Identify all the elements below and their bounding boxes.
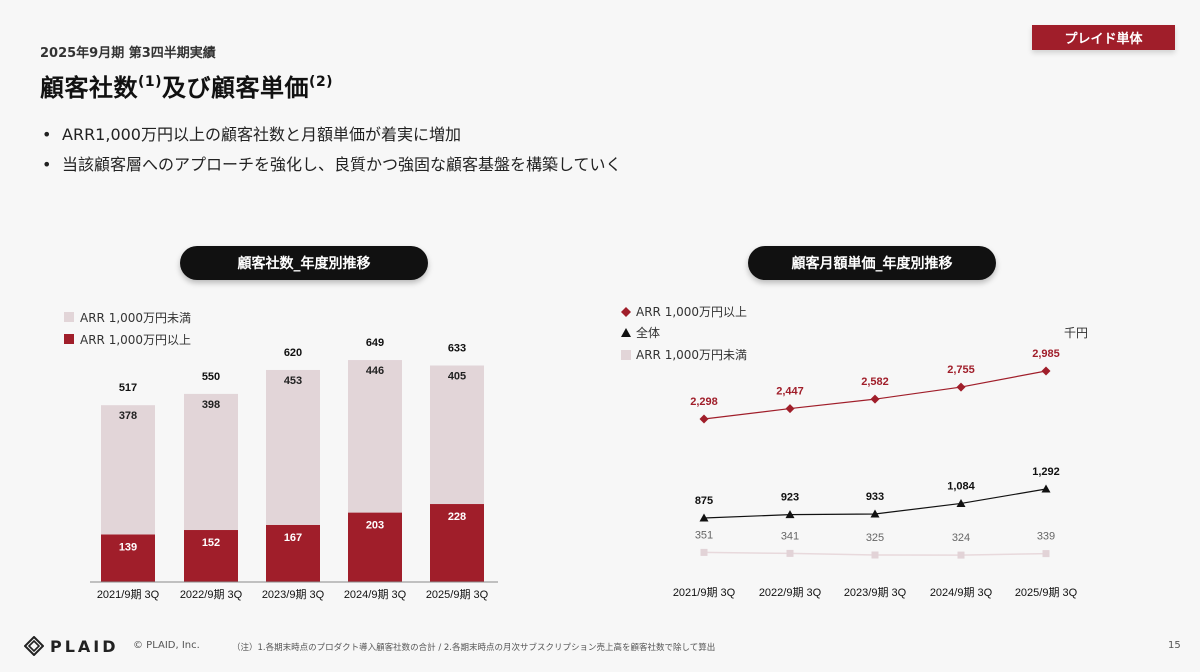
data-point bbox=[785, 404, 795, 414]
line-value-label: 2,298 bbox=[690, 396, 718, 408]
x-tick-label: 2021/9期 3Q bbox=[673, 586, 736, 599]
data-point bbox=[870, 394, 880, 404]
legend-marker-diamond bbox=[621, 307, 631, 317]
title-sup2: (2) bbox=[309, 74, 334, 90]
bar-segment-over-10m bbox=[184, 530, 238, 582]
bar-value-label: 378 bbox=[119, 410, 137, 422]
legend-label-total: 全体 bbox=[636, 325, 660, 340]
bar-segment-over-10m bbox=[101, 534, 155, 582]
unit-label: 千円 bbox=[1064, 326, 1088, 340]
line-value-label: 325 bbox=[866, 532, 884, 544]
data-point bbox=[1042, 550, 1050, 558]
data-point bbox=[956, 382, 966, 392]
bar-total-label: 620 bbox=[284, 347, 302, 359]
x-tick-label: 2023/9期 3Q bbox=[262, 588, 325, 601]
page-number: 15 bbox=[1168, 640, 1181, 651]
line-value-label: 339 bbox=[1037, 531, 1055, 543]
line-value-label: 923 bbox=[781, 492, 799, 504]
bar-segment-under-10m bbox=[101, 405, 155, 535]
data-point bbox=[956, 498, 966, 507]
bullet-list: ARR1,000万円以上の顧客社数と月額単価が着実に増加 当該顧客層へのアプロー… bbox=[42, 120, 622, 180]
data-point bbox=[699, 513, 709, 522]
bar-value-label: 453 bbox=[284, 375, 302, 387]
x-tick-label: 2022/9期 3Q bbox=[180, 588, 243, 601]
bar-segment-over-10m bbox=[348, 512, 402, 582]
bar-value-label: 446 bbox=[366, 365, 384, 377]
bar-segment-over-10m bbox=[266, 524, 320, 582]
bar-total-label: 517 bbox=[119, 382, 137, 394]
line-value-label: 2,755 bbox=[947, 364, 975, 376]
legend-label-over-10m: ARR 1,000万円以上 bbox=[636, 305, 747, 319]
line-value-label: 2,985 bbox=[1032, 348, 1060, 360]
bar-segment-under-10m bbox=[266, 369, 320, 525]
page-subtitle: 2025年9月期 第3四半期実績 bbox=[40, 46, 216, 61]
data-point bbox=[1041, 484, 1051, 493]
x-tick-label: 2022/9期 3Q bbox=[759, 586, 822, 599]
legend-label-under-10m: ARR 1,000万円未満 bbox=[636, 348, 747, 362]
bullet-item: 当該顧客層へのアプローチを強化し、良質かつ強固な顧客基盤を構築していく bbox=[42, 150, 622, 180]
bar-total-label: 633 bbox=[448, 343, 466, 355]
line-value-label: 2,447 bbox=[776, 386, 804, 398]
bar-value-label: 152 bbox=[202, 537, 220, 549]
legend-label-over-10m: ARR 1,000万円以上 bbox=[80, 333, 191, 347]
copyright: © PLAID, Inc. bbox=[133, 640, 200, 651]
data-point bbox=[786, 549, 794, 557]
x-tick-label: 2024/9期 3Q bbox=[930, 586, 993, 599]
bar-value-label: 228 bbox=[448, 511, 466, 523]
bar-total-label: 649 bbox=[366, 337, 384, 349]
footnote: （注）1.各期末時点のプロダクト導入顧客社数の合計 / 2.各期末時点の月次サブ… bbox=[232, 643, 716, 653]
legend-swatch-over-10m bbox=[64, 334, 74, 344]
legend-marker-square bbox=[621, 350, 631, 360]
bar-segment-under-10m bbox=[184, 393, 238, 531]
bar-value-label: 139 bbox=[119, 541, 137, 553]
line-value-label: 351 bbox=[695, 529, 713, 541]
legend-marker-triangle bbox=[621, 328, 631, 337]
legend-swatch-under-10m bbox=[64, 312, 74, 322]
data-point bbox=[870, 509, 880, 518]
legend-label-under-10m: ARR 1,000万円未満 bbox=[80, 311, 191, 325]
bar-value-label: 203 bbox=[366, 520, 384, 532]
line-value-label: 875 bbox=[695, 495, 713, 507]
data-point bbox=[699, 414, 709, 424]
plaid-logo-icon bbox=[24, 636, 44, 656]
plaid-logo: PLAID bbox=[24, 636, 119, 656]
bar-value-label: 405 bbox=[448, 371, 466, 383]
data-point bbox=[1041, 366, 1051, 376]
bar-total-label: 550 bbox=[202, 371, 220, 383]
line-chart-title: 顧客月額単価_年度別推移 bbox=[748, 246, 996, 280]
bar-chart-title: 顧客社数_年度別推移 bbox=[180, 246, 428, 280]
line-value-label: 933 bbox=[866, 491, 884, 503]
page-title: 顧客社数(1)及び顧客単価(2) bbox=[40, 68, 333, 103]
line-value-label: 1,292 bbox=[1032, 466, 1060, 478]
data-point bbox=[871, 551, 879, 559]
x-tick-label: 2025/9期 3Q bbox=[426, 588, 489, 601]
x-tick-label: 2025/9期 3Q bbox=[1015, 586, 1078, 599]
x-tick-label: 2023/9期 3Q bbox=[844, 586, 907, 599]
line-value-label: 341 bbox=[781, 530, 799, 542]
data-point bbox=[957, 551, 965, 559]
plaid-logo-text: PLAID bbox=[50, 636, 119, 656]
bar-value-label: 398 bbox=[202, 399, 220, 411]
title-part1: 顧客社数 bbox=[40, 74, 138, 102]
x-tick-label: 2024/9期 3Q bbox=[344, 588, 407, 601]
x-tick-label: 2021/9期 3Q bbox=[97, 588, 160, 601]
bar-segment-under-10m bbox=[348, 360, 402, 513]
line-value-label: 2,582 bbox=[861, 376, 889, 388]
line-value-label: 324 bbox=[952, 532, 970, 544]
data-point bbox=[700, 548, 708, 556]
line-value-label: 1,084 bbox=[947, 480, 975, 492]
bullet-item: ARR1,000万円以上の顧客社数と月額単価が着実に増加 bbox=[42, 120, 622, 150]
scope-badge: プレイド単体 bbox=[1032, 25, 1175, 50]
title-part2: 及び顧客単価 bbox=[162, 74, 310, 102]
bar-value-label: 167 bbox=[284, 532, 302, 544]
title-sup1: (1) bbox=[138, 74, 163, 90]
bar-segment-under-10m bbox=[430, 365, 484, 505]
data-point bbox=[785, 510, 795, 519]
bar-segment-over-10m bbox=[430, 504, 484, 582]
